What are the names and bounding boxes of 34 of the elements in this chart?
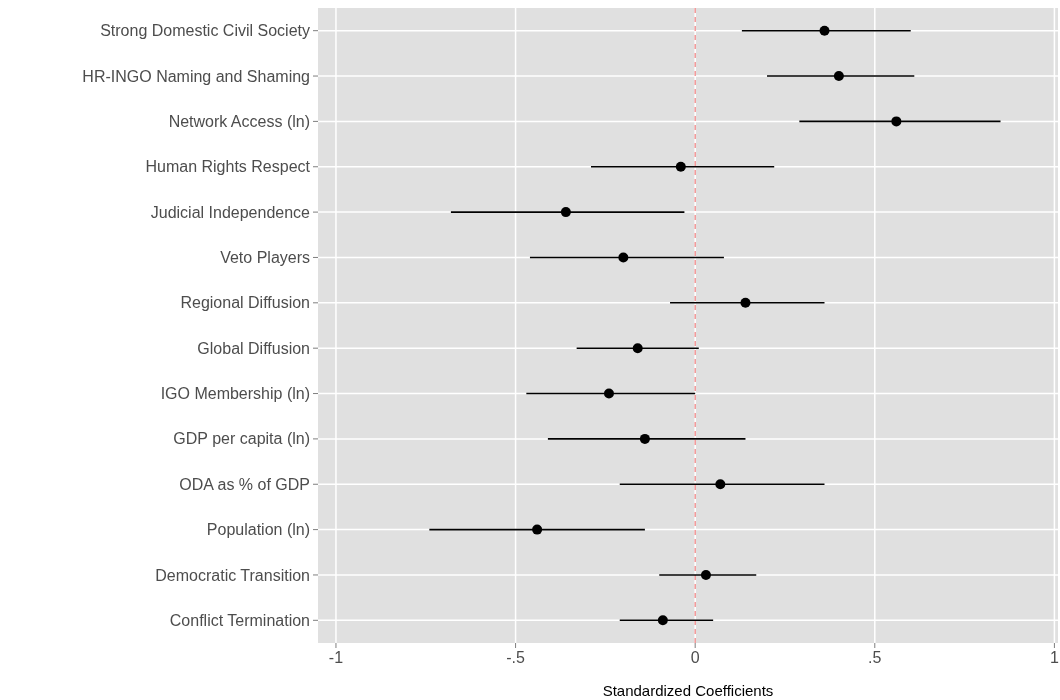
point <box>833 71 844 82</box>
x-tick-label: 1 <box>1049 649 1059 666</box>
point <box>639 433 650 444</box>
y-tick-label: Global Diffusion <box>197 339 310 357</box>
y-tick-label: HR-INGO Naming and Shaming <box>82 67 310 85</box>
point <box>618 252 629 263</box>
y-tick-label: Veto Players <box>220 249 310 267</box>
x-tick-label: .5 <box>868 649 882 666</box>
point <box>675 161 686 172</box>
y-tick-label: Democratic Transition <box>155 566 310 584</box>
point <box>560 207 571 218</box>
y-tick-label: ODA as % of GDP <box>179 475 310 493</box>
point <box>740 297 751 308</box>
y-tick-label: GDP per capita (ln) <box>173 430 310 448</box>
x-tick-label: -.5 <box>506 649 526 666</box>
point <box>700 569 711 580</box>
point <box>657 615 668 626</box>
y-tick-label: Strong Domestic Civil Society <box>100 22 310 40</box>
point <box>715 479 726 490</box>
point <box>603 388 614 399</box>
y-tick-label: Judicial Independence <box>150 203 311 221</box>
point <box>532 524 543 535</box>
y-tick-label: Network Access (ln) <box>168 112 310 130</box>
x-tick-label: 0 <box>690 649 700 666</box>
point <box>891 116 902 127</box>
x-tick-label: -1 <box>328 649 344 666</box>
x-axis-title: Standardized Coefficients <box>602 682 774 699</box>
y-tick-label: IGO Membership (ln) <box>160 385 310 403</box>
y-tick-label: Regional Diffusion <box>180 294 310 312</box>
y-tick-label: Population (ln) <box>206 521 310 539</box>
y-tick-label: Human Rights Respect <box>145 158 311 176</box>
point <box>632 343 643 354</box>
point <box>819 25 830 36</box>
y-tick-label: Conflict Termination <box>169 611 310 629</box>
